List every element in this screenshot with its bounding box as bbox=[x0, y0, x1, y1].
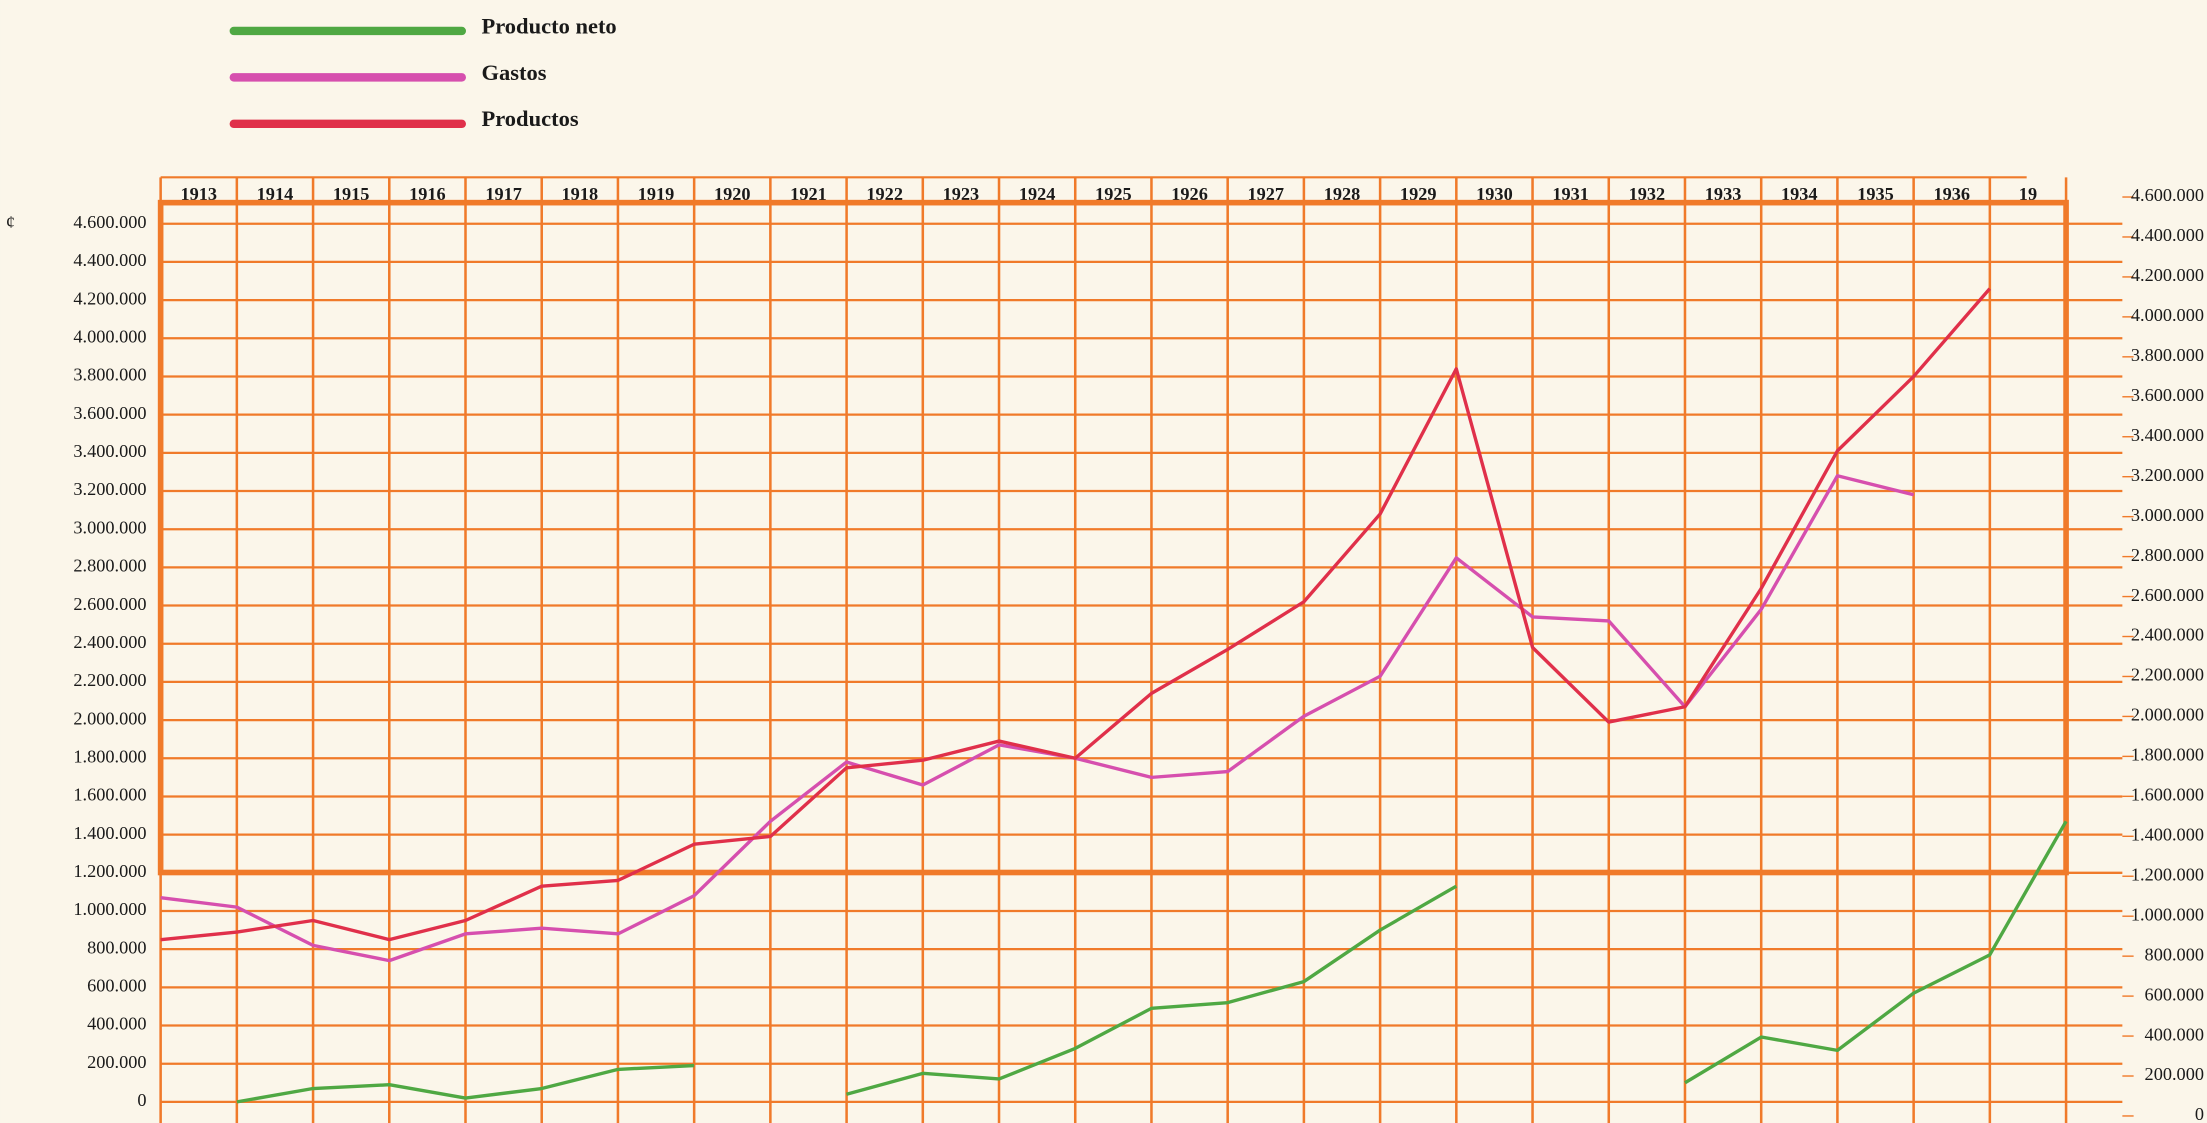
frame bbox=[157, 199, 2069, 876]
y2-tick-label: 3.400.000 bbox=[2131, 425, 2204, 445]
y-tick-label: 200.000 bbox=[87, 1052, 146, 1072]
column-label: 1924 bbox=[1019, 184, 1056, 204]
column-label: 1926 bbox=[1171, 184, 1208, 204]
y2-tick-label: 2.000.000 bbox=[2131, 705, 2204, 725]
series-line bbox=[160, 287, 1992, 942]
y-tick-label: 1.200.000 bbox=[73, 861, 146, 881]
y-tick-label: 3.400.000 bbox=[73, 441, 146, 461]
series-line bbox=[160, 474, 1915, 963]
column-label: 1918 bbox=[562, 184, 599, 204]
y2-tick-label: 2.800.000 bbox=[2131, 545, 2204, 565]
column-label: 1922 bbox=[866, 184, 903, 204]
y-tick-label: 3.200.000 bbox=[73, 479, 146, 499]
y2-tick-label: 2.400.000 bbox=[2131, 625, 2204, 645]
column-label: 1914 bbox=[257, 184, 294, 204]
legend-label: Productos bbox=[481, 106, 578, 131]
column-label: 1931 bbox=[1552, 184, 1589, 204]
column-label: 1917 bbox=[485, 184, 522, 204]
y2-tick-label: 2.600.000 bbox=[2131, 585, 2204, 605]
column-label: 1919 bbox=[638, 184, 675, 204]
y2-tick-label: 1.200.000 bbox=[2131, 864, 2204, 884]
y-tick-label: 2.400.000 bbox=[73, 632, 146, 652]
y-tick-label: 2.000.000 bbox=[73, 708, 146, 728]
y2-tick-label: 1.600.000 bbox=[2131, 785, 2204, 805]
column-label: 1915 bbox=[333, 184, 370, 204]
y2-tick-label: 600.000 bbox=[2145, 984, 2204, 1004]
y-tick-label: 1.800.000 bbox=[73, 746, 146, 766]
y2-tick-label: 2.200.000 bbox=[2131, 665, 2204, 685]
y2-tick-label: 800.000 bbox=[2145, 944, 2204, 964]
column-label: 1932 bbox=[1629, 184, 1666, 204]
y2-tick-label: 200.000 bbox=[2145, 1064, 2204, 1084]
y-tick-label: 800.000 bbox=[87, 937, 146, 957]
y-tick-label: 2.800.000 bbox=[73, 556, 146, 576]
y2-tick-label: 3.800.000 bbox=[2131, 345, 2204, 365]
column-label: 1930 bbox=[1476, 184, 1513, 204]
y2-tick-label: 3.000.000 bbox=[2131, 505, 2204, 525]
y-tick-label: 2.600.000 bbox=[73, 594, 146, 614]
y-tick-label: 4.600.000 bbox=[73, 212, 146, 232]
currency-label: ¢ bbox=[6, 212, 15, 232]
column-label: 1925 bbox=[1095, 184, 1132, 204]
column-label: 1916 bbox=[409, 184, 446, 204]
y-tick-label: 2.200.000 bbox=[73, 670, 146, 690]
column-label: 1933 bbox=[1705, 184, 1742, 204]
legend-label: Producto neto bbox=[481, 13, 616, 38]
y-tick-label: 1.600.000 bbox=[73, 785, 146, 805]
column-label: 1929 bbox=[1400, 184, 1437, 204]
y-tick-label: 4.200.000 bbox=[73, 288, 146, 308]
column-label: 1913 bbox=[180, 184, 217, 204]
y2-tick-label: 0 bbox=[2195, 1104, 2204, 1123]
y2-tick-label: 3.200.000 bbox=[2131, 465, 2204, 485]
y-tick-label: 400.000 bbox=[87, 1014, 146, 1034]
legend-label: Gastos bbox=[481, 60, 546, 85]
y2-tick-label: 4.200.000 bbox=[2131, 265, 2204, 285]
y-tick-label: 3.800.000 bbox=[73, 365, 146, 385]
y2-tick-label: 1.800.000 bbox=[2131, 745, 2204, 765]
y-tick-label: 3.600.000 bbox=[73, 403, 146, 423]
y-tick-label: 4.000.000 bbox=[73, 326, 146, 346]
series-line bbox=[236, 820, 2068, 1104]
y2-tick-label: 1.000.000 bbox=[2131, 904, 2204, 924]
column-label: 1936 bbox=[1933, 184, 1970, 204]
column-label: 1921 bbox=[790, 184, 827, 204]
y-tick-label: 4.400.000 bbox=[73, 250, 146, 270]
column-label: 1934 bbox=[1781, 184, 1818, 204]
column-label: 1927 bbox=[1248, 184, 1285, 204]
y2-tick-label: 4.400.000 bbox=[2131, 225, 2204, 245]
y2-tick-label: 4.000.000 bbox=[2131, 305, 2204, 325]
y2-tick-label: 1.400.000 bbox=[2131, 824, 2204, 844]
y2-tick-label: 3.600.000 bbox=[2131, 385, 2204, 405]
column-label: 1923 bbox=[943, 184, 980, 204]
column-label: 1935 bbox=[1857, 184, 1894, 204]
column-label: 19 bbox=[2019, 184, 2037, 204]
column-label: 1928 bbox=[1324, 184, 1361, 204]
y-tick-label: 3.000.000 bbox=[73, 517, 146, 537]
y-tick-label: 600.000 bbox=[87, 976, 146, 996]
y2-tick-label: 4.600.000 bbox=[2131, 185, 2204, 205]
y2-tick-label: 400.000 bbox=[2145, 1024, 2204, 1044]
column-label: 1920 bbox=[714, 184, 751, 204]
y-tick-label: 1.000.000 bbox=[73, 899, 146, 919]
y-tick-label: 1.400.000 bbox=[73, 823, 146, 843]
y-tick-label: 0 bbox=[137, 1090, 146, 1110]
